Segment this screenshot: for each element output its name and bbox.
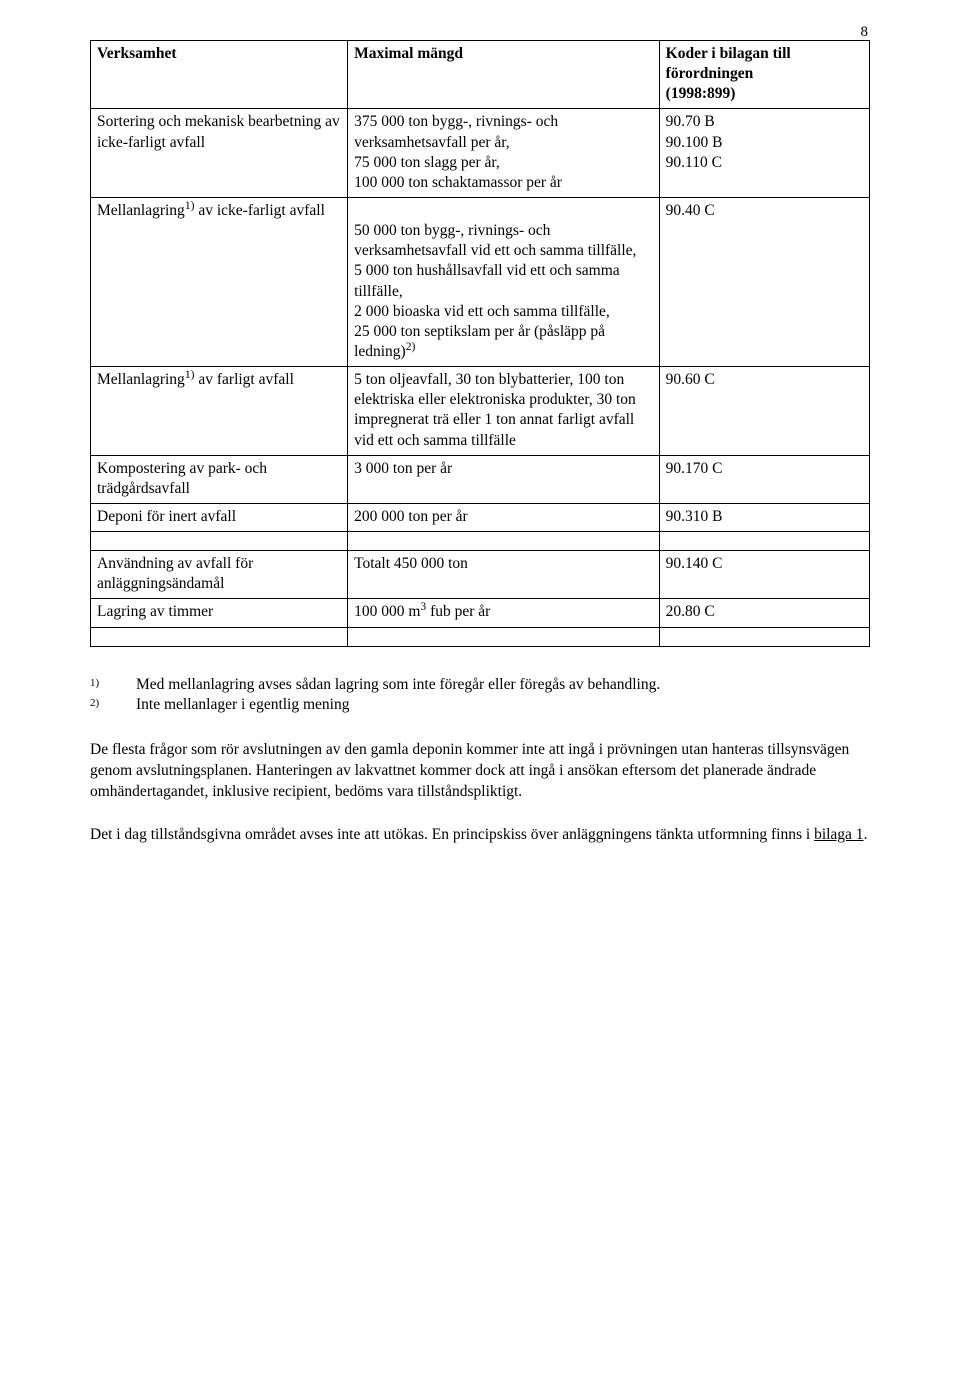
table-header-row: Verksamhet Maximal mängd Koder i bilagan…: [91, 41, 870, 109]
table-cell: 20.80 C: [659, 599, 869, 627]
table-row: Användning av avfall för anläggningsända…: [91, 551, 870, 599]
table-cell: 375 000 ton bygg-, rivnings- och verksam…: [348, 109, 660, 198]
paragraph: De flesta frågor som rör avslutningen av…: [90, 740, 870, 803]
table-cell-empty: [91, 627, 348, 646]
header-col3: Koder i bilagan till förordningen (1998:…: [659, 41, 869, 109]
cell-text-post: fub per år: [426, 603, 490, 620]
header-col3-line1: Koder i bilagan till förordningen: [666, 45, 791, 82]
cell-text-post: av icke-farligt avfall: [194, 202, 324, 219]
table-cell: 90.70 B 90.100 B 90.110 C: [659, 109, 869, 198]
inline-link-text: bilaga 1: [814, 826, 864, 843]
body-text: De flesta frågor som rör avslutningen av…: [90, 740, 870, 846]
header-col2: Maximal mängd: [348, 41, 660, 109]
footnote-row: 2) Inte mellanlager i egentlig mening: [90, 695, 870, 716]
table-spacer-row: [91, 532, 870, 551]
document-page: 8 Verksamhet Maximal mängd Koder i bilag…: [0, 0, 960, 1375]
table-row: Deponi för inert avfall 200 000 ton per …: [91, 503, 870, 531]
table-cell: 90.40 C: [659, 197, 869, 366]
table-cell-empty: [659, 532, 869, 551]
table-row: Lagring av timmer 100 000 m3 fub per år …: [91, 599, 870, 627]
table-cell-empty: [659, 627, 869, 646]
table-cell-empty: [91, 532, 348, 551]
paragraph-text-pre: Det i dag tillståndsgivna området avses …: [90, 826, 814, 843]
footnote-marker: 1): [90, 675, 136, 696]
table-row: Sortering och mekanisk bearbetning av ic…: [91, 109, 870, 198]
paragraph-text-post: .: [864, 826, 868, 843]
table-cell: Mellanlagring1) av farligt avfall: [91, 367, 348, 456]
table-cell: 200 000 ton per år: [348, 503, 660, 531]
footnote-marker: 2): [90, 695, 136, 716]
header-col3-line2: (1998:899): [666, 85, 736, 102]
table-cell: Totalt 450 000 ton: [348, 551, 660, 599]
table-cell: Lagring av timmer: [91, 599, 348, 627]
paragraph: Det i dag tillståndsgivna området avses …: [90, 825, 870, 846]
table-spacer-row: [91, 627, 870, 646]
main-table: Verksamhet Maximal mängd Koder i bilagan…: [90, 40, 870, 647]
footnote-text: Inte mellanlager i egentlig mening: [136, 695, 870, 716]
table-row: Kompostering av park- och trädgårdsavfal…: [91, 455, 870, 503]
cell-text-pre: 50 000 ton bygg-, rivnings- och verksamh…: [354, 222, 636, 360]
table-cell: 90.310 B: [659, 503, 869, 531]
table-cell: 3 000 ton per år: [348, 455, 660, 503]
cell-text-pre: Mellanlagring: [97, 202, 185, 219]
table-cell: Användning av avfall för anläggningsända…: [91, 551, 348, 599]
footnotes-block: 1) Med mellanlagring avses sådan lagring…: [90, 675, 870, 717]
table-cell: 5 ton oljeavfall, 30 ton blybatterier, 1…: [348, 367, 660, 456]
table-cell: Deponi för inert avfall: [91, 503, 348, 531]
cell-text-pre: 100 000 m: [354, 603, 420, 620]
cell-text-post: av farligt avfall: [194, 371, 293, 388]
table-cell: 100 000 m3 fub per år: [348, 599, 660, 627]
table-cell: 50 000 ton bygg-, rivnings- och verksamh…: [348, 197, 660, 366]
cell-text-pre: Mellanlagring: [97, 371, 185, 388]
footnote-text: Med mellanlagring avses sådan lagring so…: [136, 675, 870, 696]
footnote-row: 1) Med mellanlagring avses sådan lagring…: [90, 675, 870, 696]
table-cell: 90.170 C: [659, 455, 869, 503]
table-row: Mellanlagring1) av farligt avfall 5 ton …: [91, 367, 870, 456]
table-cell: 90.140 C: [659, 551, 869, 599]
table-cell: Kompostering av park- och trädgårdsavfal…: [91, 455, 348, 503]
footnote-ref: 2): [406, 340, 416, 353]
table-row: Mellanlagring1) av icke-farligt avfall 5…: [91, 197, 870, 366]
page-number: 8: [861, 24, 869, 41]
table-cell: Sortering och mekanisk bearbetning av ic…: [91, 109, 348, 198]
header-col1: Verksamhet: [91, 41, 348, 109]
table-cell-empty: [348, 532, 660, 551]
table-cell-empty: [348, 627, 660, 646]
table-cell: Mellanlagring1) av icke-farligt avfall: [91, 197, 348, 366]
table-cell: 90.60 C: [659, 367, 869, 456]
